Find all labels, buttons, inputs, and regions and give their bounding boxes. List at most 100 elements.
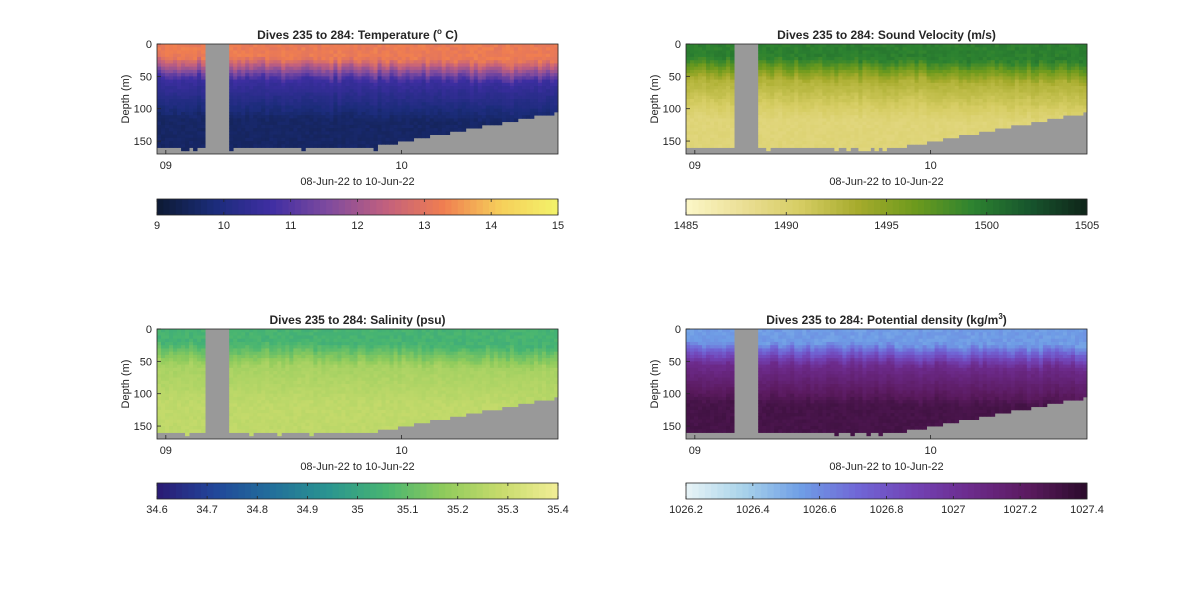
heatmap-cell <box>922 128 927 132</box>
heatmap-cell <box>469 47 475 51</box>
heatmap-cell <box>794 144 799 148</box>
heatmap-cell <box>533 50 539 55</box>
heatmap-cell <box>826 76 831 80</box>
heatmap-cell <box>866 105 871 110</box>
heatmap-cell <box>293 53 298 58</box>
heatmap-cell <box>802 111 807 116</box>
heatmap-cell <box>894 82 899 87</box>
heatmap-cell <box>357 66 362 71</box>
heatmap-cell <box>890 121 895 126</box>
heatmap-cell <box>257 95 262 100</box>
heatmap-cell <box>722 79 727 84</box>
heatmap-cell <box>814 63 819 68</box>
heatmap-cell <box>277 105 282 110</box>
heatmap-cell <box>453 73 459 77</box>
heatmap-cell <box>377 105 382 110</box>
heatmap-cell <box>445 124 451 129</box>
heatmap-cell <box>473 95 479 100</box>
heatmap-cell <box>249 92 254 97</box>
heatmap-cell <box>790 76 795 80</box>
heatmap-cell <box>910 60 915 64</box>
heatmap-cell <box>289 134 294 139</box>
heatmap-cell <box>958 115 964 119</box>
heatmap-cell <box>389 56 394 61</box>
heatmap-cell <box>313 144 318 148</box>
heatmap-cell <box>425 53 431 58</box>
heatmap-cell <box>193 60 198 64</box>
heatmap-cell <box>946 60 952 64</box>
heatmap-cell <box>297 99 302 103</box>
heatmap-cell <box>762 121 767 126</box>
heatmap-cell <box>281 79 286 84</box>
heatmap-cell <box>898 66 903 71</box>
heatmap-cell <box>938 79 944 84</box>
heatmap-cell <box>822 99 827 103</box>
heatmap-cell <box>814 115 819 119</box>
heatmap-cell <box>694 66 699 71</box>
heatmap-cell <box>866 121 871 126</box>
heatmap-cell <box>345 92 350 97</box>
heatmap-cell <box>405 50 411 55</box>
heatmap-cell <box>289 128 294 132</box>
heatmap-cell <box>774 134 779 139</box>
heatmap-cell <box>962 105 968 110</box>
heatmap-cell <box>537 89 543 93</box>
heatmap-cell <box>726 76 731 80</box>
heatmap-cell <box>854 131 859 135</box>
heatmap-cell <box>485 118 491 123</box>
heatmap-cell <box>834 82 839 87</box>
heatmap-cell <box>333 79 338 84</box>
heatmap-cell <box>850 115 855 119</box>
heatmap-cell <box>429 44 435 48</box>
heatmap-cell <box>838 131 843 135</box>
heatmap-cell <box>465 73 471 77</box>
heatmap-cell <box>325 47 330 51</box>
heatmap-cell <box>930 99 936 103</box>
heatmap-cell <box>818 115 823 119</box>
heatmap-cell <box>938 92 944 97</box>
heatmap-cell <box>858 99 863 103</box>
heatmap-cell <box>181 137 186 142</box>
heatmap-cell <box>189 102 194 106</box>
heatmap-cell <box>241 50 246 55</box>
heatmap-cell <box>962 56 968 61</box>
heatmap-cell <box>489 79 495 84</box>
heatmap-cell <box>710 56 715 61</box>
heatmap-cell <box>413 108 419 113</box>
heatmap-cell <box>421 76 427 80</box>
heatmap-cell <box>798 124 803 129</box>
colorbar-swatch <box>388 199 396 215</box>
heatmap-cell <box>165 53 170 58</box>
heatmap-cell <box>333 60 338 64</box>
heatmap-cell <box>790 124 795 129</box>
heatmap-cell <box>161 63 166 68</box>
heatmap-cell <box>261 137 266 142</box>
heatmap-cell <box>169 121 174 126</box>
heatmap-cell <box>834 137 839 142</box>
heatmap-cell <box>866 89 871 93</box>
heatmap-cell <box>553 56 559 61</box>
heatmap-cell <box>433 76 439 80</box>
heatmap-cell <box>862 108 867 113</box>
heatmap-cell <box>237 95 242 100</box>
heatmap-cell <box>453 79 459 84</box>
heatmap-cell <box>770 69 775 74</box>
heatmap-cell <box>333 108 338 113</box>
heatmap-cell <box>509 66 515 71</box>
heatmap-cell <box>974 69 980 74</box>
heatmap-cell <box>173 79 178 84</box>
heatmap-cell <box>774 53 779 58</box>
heatmap-cell <box>245 141 250 145</box>
heatmap-cell <box>950 60 956 64</box>
heatmap-cell <box>357 56 362 61</box>
heatmap-cell <box>281 131 286 135</box>
heatmap-cell <box>878 79 883 84</box>
heatmap-cell <box>393 79 398 84</box>
heatmap-cell <box>189 79 194 84</box>
colorbar-swatch <box>432 199 440 215</box>
heatmap-cell <box>778 82 783 87</box>
heatmap-cell <box>341 124 346 129</box>
heatmap-cell <box>169 102 174 106</box>
heatmap-cell <box>553 50 559 55</box>
heatmap-cell <box>369 63 374 68</box>
